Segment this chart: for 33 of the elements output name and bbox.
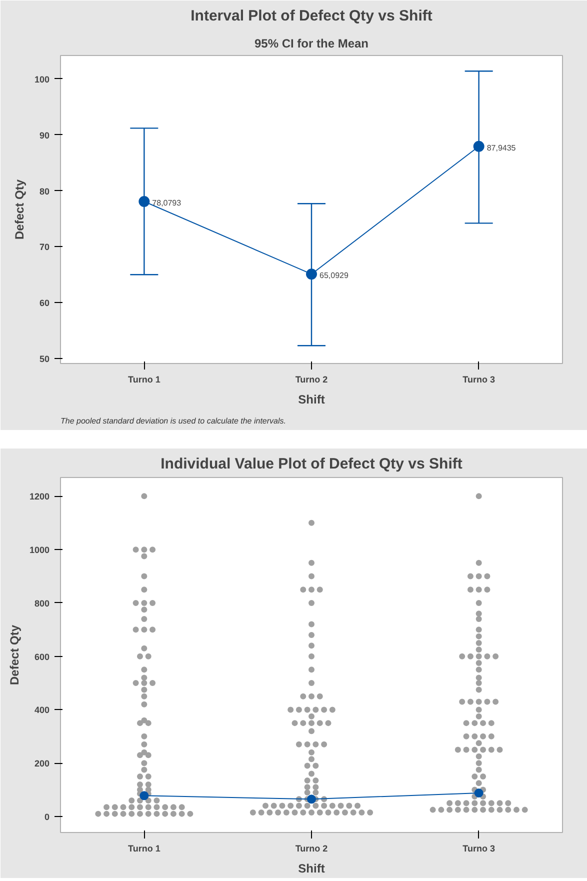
x-tick-label: Turno 3 <box>462 374 496 384</box>
data-label: 87,9435 <box>486 143 516 152</box>
y-tick-label: 200 <box>34 758 50 769</box>
chart-subtitle: 95% CI for the Mean <box>254 36 369 50</box>
x-tick-label: Turno 2 <box>295 844 328 854</box>
y-axis-title: Defect Qty <box>12 179 26 240</box>
y-tick-label: 400 <box>34 705 50 716</box>
x-axis-title: Shift <box>298 862 325 876</box>
chart-title: Individual Value Plot of Defect Qty vs Shift <box>160 456 462 472</box>
y-tick-label: 600 <box>34 652 50 662</box>
data-label: 65,0929 <box>320 271 349 280</box>
x-axis-title: Shift <box>298 392 325 406</box>
x-tick-label: Turno 1 <box>128 374 160 384</box>
y-axis-title: Defect Qty <box>7 624 22 686</box>
y-tick-label: 80 <box>39 186 50 196</box>
x-tick-label: Turno 2 <box>295 374 328 384</box>
y-tick-label: 100 <box>34 74 50 84</box>
x-tick-label: Turno 3 <box>462 844 496 854</box>
text: The pooled standard deviation is used to calculate the intervals. <box>60 416 286 426</box>
point <box>138 196 150 207</box>
y-tick-label: 70 <box>39 242 50 252</box>
data-label: 78,0793 <box>152 198 182 208</box>
y-tick-label: 800 <box>34 598 50 608</box>
x-tick-label: Turno 1 <box>128 844 160 854</box>
point <box>473 140 484 152</box>
chart-title: Interval Plot of Defect Qty vs Shift <box>190 8 432 24</box>
y-tick-label: 60 <box>39 298 50 308</box>
point <box>306 268 317 280</box>
y-tick-label: 0 <box>44 812 50 822</box>
y-tick-label: 1200 <box>29 492 50 502</box>
y-tick-label: 1000 <box>29 545 50 556</box>
y-tick-label: 90 <box>39 130 50 140</box>
y-tick-label: 50 <box>39 354 50 364</box>
